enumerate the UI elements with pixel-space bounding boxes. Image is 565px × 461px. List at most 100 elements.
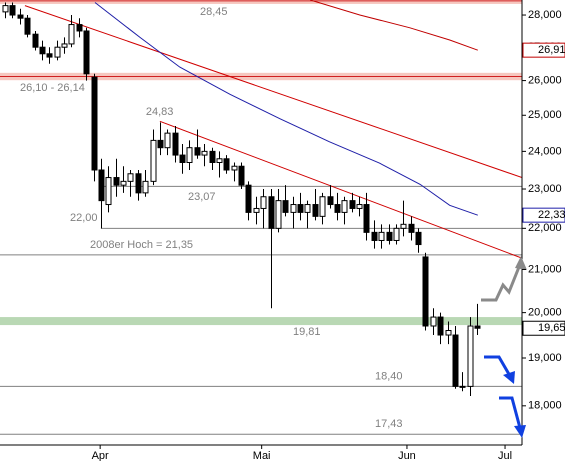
price-marker-label: 26,91 <box>538 44 565 56</box>
trend-line <box>24 5 522 179</box>
candle-body <box>39 46 46 55</box>
y-tick-label: 20,000 <box>528 307 562 319</box>
candle-body <box>186 147 193 163</box>
blue-arrowhead <box>514 425 526 438</box>
candle-body <box>245 184 252 213</box>
candle-body <box>312 204 319 217</box>
x-tick-label: Mai <box>253 450 271 461</box>
x-tick-label: Jun <box>398 450 416 461</box>
trend-label: 24,83 <box>146 106 174 118</box>
candle-body <box>430 316 437 327</box>
candle-body <box>68 24 75 45</box>
candle-body <box>46 53 53 58</box>
plot-area <box>0 0 522 435</box>
candle-body <box>363 204 370 233</box>
candle-body <box>459 385 466 388</box>
blue-arrowhead <box>503 371 515 384</box>
candle-body <box>61 43 68 48</box>
candle-body <box>378 231 385 241</box>
candle-body <box>282 200 289 213</box>
scenario-arrows <box>481 256 527 438</box>
y-tick-label: 22,000 <box>528 222 562 234</box>
candle-body <box>113 177 120 186</box>
candle-body <box>105 177 112 206</box>
y-tick-label: 25,000 <box>528 109 562 121</box>
candle-body <box>179 154 186 163</box>
candle-body <box>9 5 16 16</box>
candle-body <box>98 169 105 202</box>
candle-body <box>341 200 348 213</box>
moving-average <box>310 0 478 51</box>
level-label: 26,10 - 26,14 <box>20 82 85 94</box>
candle-body <box>135 173 142 194</box>
candle-body <box>24 17 31 35</box>
moving-average <box>94 2 478 216</box>
level-label: 19,81 <box>293 326 321 338</box>
candle-body <box>2 5 9 13</box>
candle-body <box>275 200 282 229</box>
x-tick-label: Apr <box>92 450 109 461</box>
candle-body <box>304 204 311 213</box>
blue-arrow <box>484 355 512 377</box>
candle-body <box>452 334 459 387</box>
candle-body <box>76 24 83 32</box>
level-label: 23,07 <box>188 191 216 203</box>
candle-body <box>467 325 474 387</box>
candle-body <box>422 256 429 327</box>
price-marker-label: 22,33 <box>538 209 565 221</box>
y-tick-label: 21,000 <box>528 263 562 275</box>
candle-body <box>445 329 452 336</box>
candle-body <box>17 14 24 19</box>
candle-body <box>231 165 238 171</box>
candle-body <box>327 196 334 206</box>
price-marker <box>522 320 565 336</box>
level-label: 17,43 <box>375 418 403 430</box>
candle-body <box>253 207 260 213</box>
trend-line <box>159 120 522 259</box>
candle-body <box>319 196 326 217</box>
candle-body <box>164 132 171 149</box>
candle-body <box>120 180 127 186</box>
candle-body <box>371 231 378 241</box>
candle-body <box>32 33 39 48</box>
candle-body <box>349 200 356 209</box>
candle-body <box>150 139 157 182</box>
level-label: 18,40 <box>375 370 403 382</box>
candle-body <box>400 223 407 229</box>
y-tick-label: 23,000 <box>528 183 562 195</box>
candle-body <box>223 158 230 171</box>
gray-arrowhead <box>515 256 527 270</box>
candle-body <box>157 139 164 149</box>
price-marker-label: 19,65 <box>538 322 565 334</box>
level-band <box>0 0 522 4</box>
candle-body <box>393 227 400 241</box>
candle-body <box>260 196 267 209</box>
candle-body <box>194 147 201 156</box>
y-tick-label: 18,000 <box>528 400 562 412</box>
gray-arrow <box>481 261 523 302</box>
candle-body <box>437 316 444 336</box>
candle-body <box>238 165 245 186</box>
candle-body <box>83 30 90 75</box>
candle-body <box>408 223 415 233</box>
candle-body <box>415 231 422 246</box>
candle-body <box>91 76 98 171</box>
price-marker <box>522 42 565 58</box>
candle-body <box>54 46 61 58</box>
y-tick-label: 26,000 <box>528 74 562 86</box>
candle-body <box>474 325 481 329</box>
candle-body <box>268 196 275 229</box>
y-tick-label: 24,000 <box>528 145 562 157</box>
candle-body <box>127 173 134 182</box>
candle-body <box>356 204 363 209</box>
x-tick-label: Jul <box>498 450 512 461</box>
candle-body <box>201 150 208 156</box>
blue-arrow <box>499 396 522 429</box>
y-tick-label: 19,000 <box>528 352 562 364</box>
candle-body <box>297 204 304 213</box>
candle-body <box>290 204 297 213</box>
level-band <box>0 317 522 326</box>
candle-body <box>172 132 179 156</box>
candle-body <box>209 150 216 163</box>
